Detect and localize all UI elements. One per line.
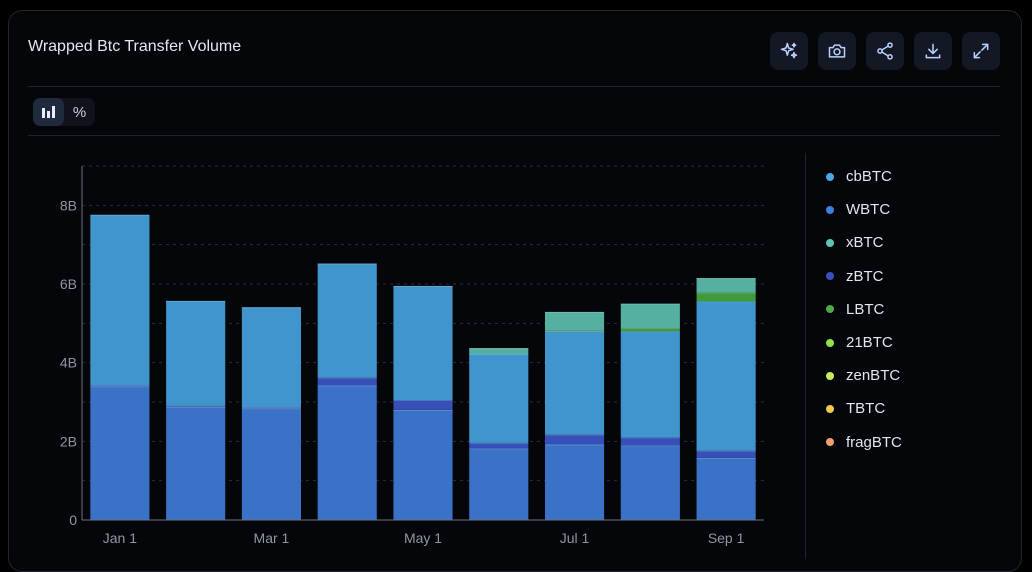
x-tick-label: Jan 1 (103, 530, 137, 546)
bar-segment (469, 348, 529, 355)
ai-insight-button[interactable] (770, 32, 808, 70)
legend-label: LBTC (846, 300, 885, 318)
bar-segment (545, 311, 605, 331)
bar-segment (620, 303, 680, 329)
legend-item[interactable]: xBTC (826, 226, 902, 259)
bar-segment (696, 278, 756, 293)
download-button[interactable] (914, 32, 952, 70)
y-tick-label: 6B (60, 276, 77, 292)
bar-segment (469, 354, 529, 443)
expand-button[interactable] (962, 32, 1000, 70)
bar-segment (696, 292, 756, 302)
bar-chart: 0 2B 4B 6B 8B Jan 1 Mar 1 May 1 Jul 1 Sep 1 (60, 165, 764, 546)
bar-segment (241, 307, 301, 408)
bar-segment (545, 330, 605, 435)
legend-swatch (826, 205, 834, 214)
legend-swatch (826, 404, 834, 413)
legend-item[interactable]: zBTC (826, 260, 902, 293)
percent-view-button[interactable]: % (72, 103, 87, 121)
legend-swatch (826, 371, 834, 380)
bar-segment (317, 263, 377, 378)
legend-label: 21BTC (846, 334, 893, 352)
legend-label: WBTC (846, 201, 891, 219)
bar-segment (620, 445, 680, 520)
bar-segment (545, 434, 605, 445)
chart-title: Wrapped Btc Transfer Volume (28, 38, 242, 55)
y-tick-label: 4B (60, 355, 77, 371)
bar-segment (241, 407, 301, 409)
absolute-view-button[interactable] (33, 98, 64, 126)
legend-swatch (826, 305, 834, 314)
expand-icon (973, 43, 989, 59)
legend-item[interactable]: LBTC (826, 293, 902, 326)
bar-segment (317, 385, 377, 520)
legend-label: xBTC (846, 234, 884, 252)
legend-label: cbBTC (846, 168, 892, 186)
legend-label: TBTC (846, 400, 886, 418)
bar-segment (393, 400, 453, 410)
y-tick-label: 8B (60, 197, 77, 213)
header-divider (28, 86, 1000, 87)
toolbar (770, 32, 1000, 70)
legend-item[interactable]: zenBTC (826, 359, 902, 392)
legend-swatch (826, 238, 834, 247)
bar-segment (545, 330, 605, 331)
x-tick-label: Mar 1 (254, 530, 290, 546)
bar-segment (469, 442, 529, 449)
bar-segment (620, 437, 680, 446)
bar-segment (90, 386, 150, 520)
legend-swatch (826, 172, 834, 181)
x-tick-label: Sep 1 (708, 530, 745, 546)
legend-swatch (826, 438, 834, 447)
legend-item[interactable]: 21BTC (826, 326, 902, 359)
bar-chart-icon (42, 106, 55, 118)
screenshot-button[interactable] (818, 32, 856, 70)
bar-segment (90, 385, 150, 387)
share-icon (877, 42, 893, 60)
legend-item[interactable]: WBTC (826, 193, 902, 226)
sparkle-icon (780, 42, 798, 59)
legend-divider (805, 153, 806, 559)
legend-item[interactable]: cbBTC (826, 160, 902, 193)
legend: cbBTC WBTC xBTC zBTC LBTC 21BTC zenBTC TBTC frag… (826, 160, 902, 459)
bar-segment (166, 405, 226, 407)
bar-segment (620, 331, 680, 438)
x-tick-label: May 1 (404, 530, 442, 546)
y-tick-label: 0 (69, 512, 77, 528)
bar-segment (696, 301, 756, 451)
share-button[interactable] (866, 32, 904, 70)
toolbar-divider (28, 135, 1000, 136)
legend-swatch (826, 338, 834, 347)
legend-label: fragBTC (846, 433, 902, 451)
legend-swatch (826, 272, 834, 281)
bar-segment (241, 408, 301, 520)
bar-segment (90, 214, 150, 386)
bar-segment (166, 406, 226, 520)
legend-item[interactable]: TBTC (826, 392, 902, 425)
camera-icon (828, 44, 846, 58)
bar-segment (393, 409, 453, 520)
legend-label: zenBTC (846, 367, 901, 385)
download-icon (925, 43, 941, 59)
bar-segment (620, 328, 680, 332)
bar-segment (317, 377, 377, 386)
bar-segment (469, 448, 529, 520)
bar-segment (545, 444, 605, 520)
bar-segment (696, 450, 756, 458)
bar-segment (166, 300, 226, 406)
legend-label: zBTC (846, 267, 884, 285)
bar-segment (393, 285, 453, 401)
y-tick-label: 2B (60, 433, 77, 449)
legend-item[interactable]: fragBTC (826, 426, 902, 459)
bar-segment (696, 457, 756, 520)
view-toggle: % (33, 98, 95, 126)
x-tick-label: Jul 1 (560, 530, 590, 546)
